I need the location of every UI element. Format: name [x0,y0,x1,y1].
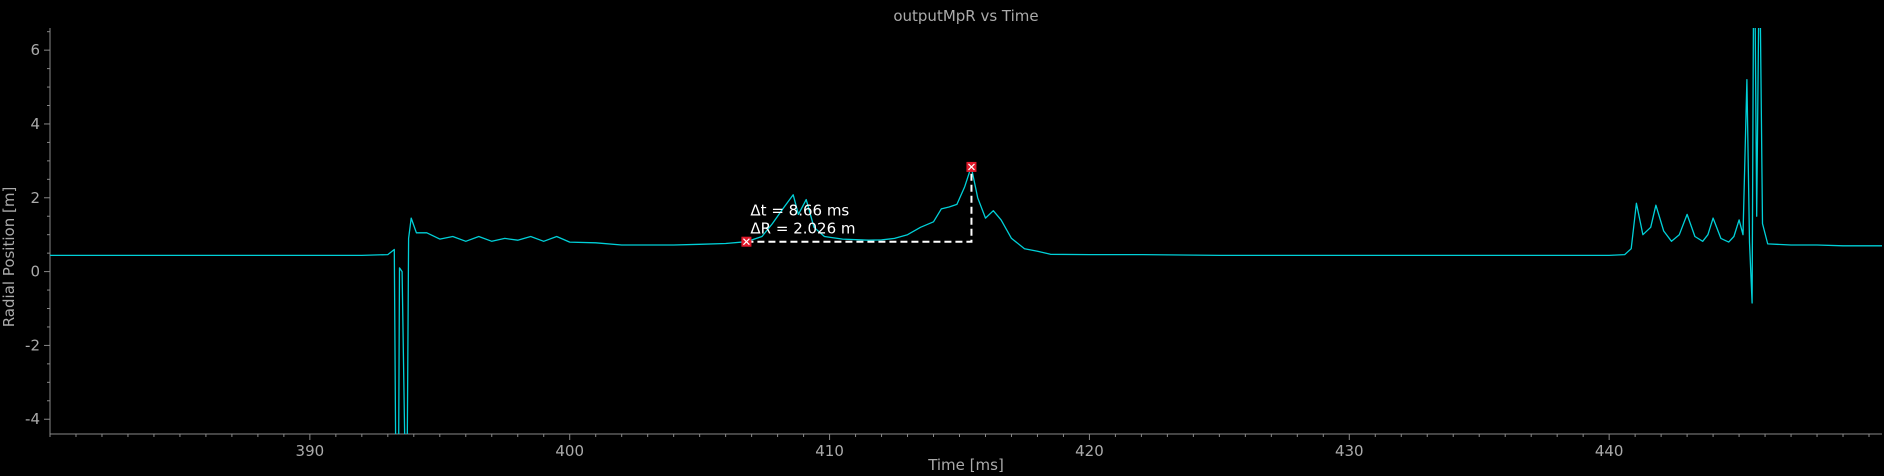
delta-time-label: Δt = 8.66 ms [750,202,849,220]
x-tick-label: 390 [296,442,325,460]
measurement-start-marker[interactable] [741,237,751,247]
x-tick-label: 440 [1595,442,1624,460]
x-tick-label: 420 [1075,442,1104,460]
chart-title: outputMpR vs Time [893,7,1038,25]
y-tick-label: -2 [25,336,40,354]
delta-radius-label: ΔR = 2.026 m [750,220,855,238]
y-tick-label: 6 [30,41,40,59]
y-tick-label: -4 [25,410,40,428]
y-tick-label: 4 [30,115,40,133]
x-tick-label: 400 [555,442,584,460]
x-axis-title: Time [ms] [927,456,1004,474]
measurement-end-marker[interactable] [966,162,976,172]
x-tick-label: 410 [815,442,844,460]
y-tick-label: 2 [30,189,40,207]
x-tick-label: 430 [1335,442,1364,460]
y-axis-title: Radial Position [m] [0,187,18,328]
y-tick-label: 0 [30,263,40,281]
